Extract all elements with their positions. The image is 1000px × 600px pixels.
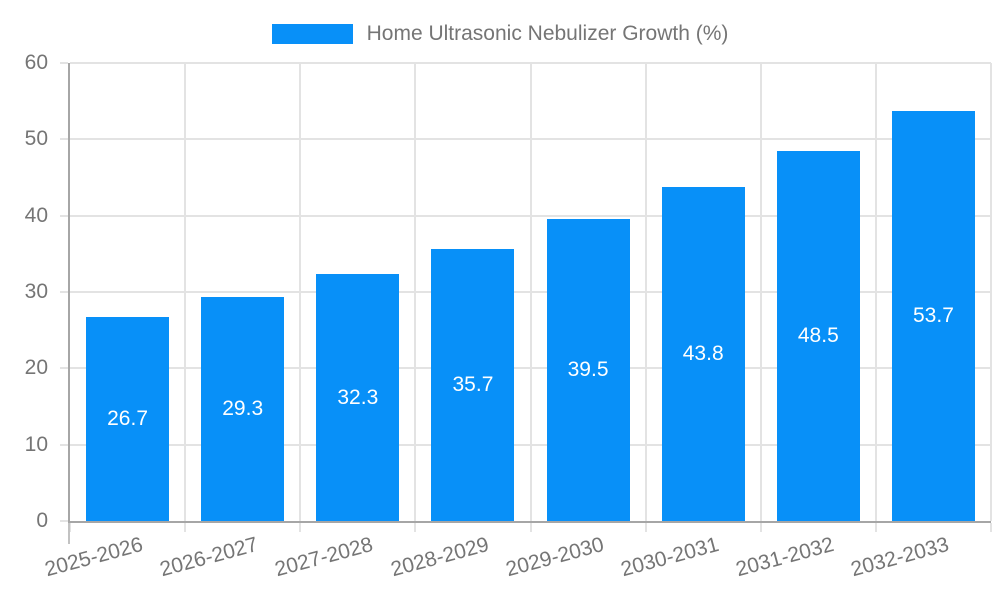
x-tick-label: 2025-2026 <box>42 533 146 582</box>
x-tick-mark <box>184 523 187 532</box>
x-tick-label: 2026-2027 <box>157 533 261 582</box>
bar-value-label: 35.7 <box>452 372 494 396</box>
legend-swatch <box>271 24 353 44</box>
x-gridline <box>529 63 532 521</box>
y-tick-label: 20 <box>24 356 48 380</box>
x-tick-label: 2032-2033 <box>848 533 952 582</box>
x-tick-mark <box>299 523 302 532</box>
plot-area: 26.7 2025-2026 29.3 2026-2027 32.3 2027-2028 3… <box>43 62 992 581</box>
y-tick-label: 60 <box>24 51 48 74</box>
x-gridline <box>990 63 992 521</box>
x-gridline <box>874 63 877 521</box>
bar-value-label: 26.7 <box>107 407 148 431</box>
x-gridline <box>759 63 762 521</box>
x-tick-mark <box>529 523 532 532</box>
bar[interactable] <box>776 150 860 521</box>
bar-value-label: 39.5 <box>567 358 609 382</box>
x-tick-label: 2028-2029 <box>387 533 491 582</box>
y-tick-mark <box>60 214 68 217</box>
x-tick-mark <box>759 523 762 532</box>
y-axis-extension <box>68 523 70 544</box>
x-tick-label: 2031-2032 <box>733 533 837 582</box>
x-tick-label: 2030-2031 <box>618 533 722 582</box>
bar[interactable] <box>86 317 170 521</box>
y-tick-label: 40 <box>24 203 48 227</box>
bar[interactable] <box>431 248 515 521</box>
y-tick-mark <box>60 138 68 141</box>
y-tick-label: 10 <box>24 432 48 456</box>
x-tick-mark <box>414 523 417 532</box>
bar-value-label: 32.3 <box>337 385 379 409</box>
x-tick-mark <box>69 523 71 532</box>
y-tick-mark <box>60 291 68 293</box>
x-gridline <box>299 63 302 521</box>
x-tick-label: 2029-2030 <box>503 533 607 582</box>
bar[interactable] <box>201 297 285 521</box>
y-tick-label: 0 <box>36 509 48 532</box>
x-gridline <box>184 63 187 521</box>
bar[interactable] <box>546 219 630 521</box>
x-tick-mark <box>990 523 992 532</box>
x-gridline <box>644 63 647 521</box>
y-tick-mark <box>60 520 68 522</box>
x-tick-mark <box>644 523 647 532</box>
bar-value-label: 43.8 <box>682 341 724 365</box>
bar[interactable] <box>891 111 975 521</box>
legend[interactable]: Home Ultrasonic Nebulizer Growth (%) <box>0 22 1000 46</box>
y-tick-mark <box>60 62 68 64</box>
x-tick-mark <box>874 523 877 532</box>
bar-value-label: 29.3 <box>222 397 264 421</box>
bar[interactable] <box>316 274 400 521</box>
bar[interactable] <box>661 186 745 521</box>
x-tick-label: 2027-2028 <box>272 533 376 582</box>
bar-value-label: 53.7 <box>913 304 954 328</box>
y-tick-label: 50 <box>24 127 48 151</box>
bar-value-label: 48.5 <box>797 323 839 347</box>
y-tick-label: 30 <box>24 280 48 303</box>
y-tick-mark <box>60 367 68 370</box>
y-tick-mark <box>60 443 68 446</box>
x-gridline <box>414 63 417 521</box>
legend-label: Home Ultrasonic Nebulizer Growth (%) <box>366 22 729 45</box>
